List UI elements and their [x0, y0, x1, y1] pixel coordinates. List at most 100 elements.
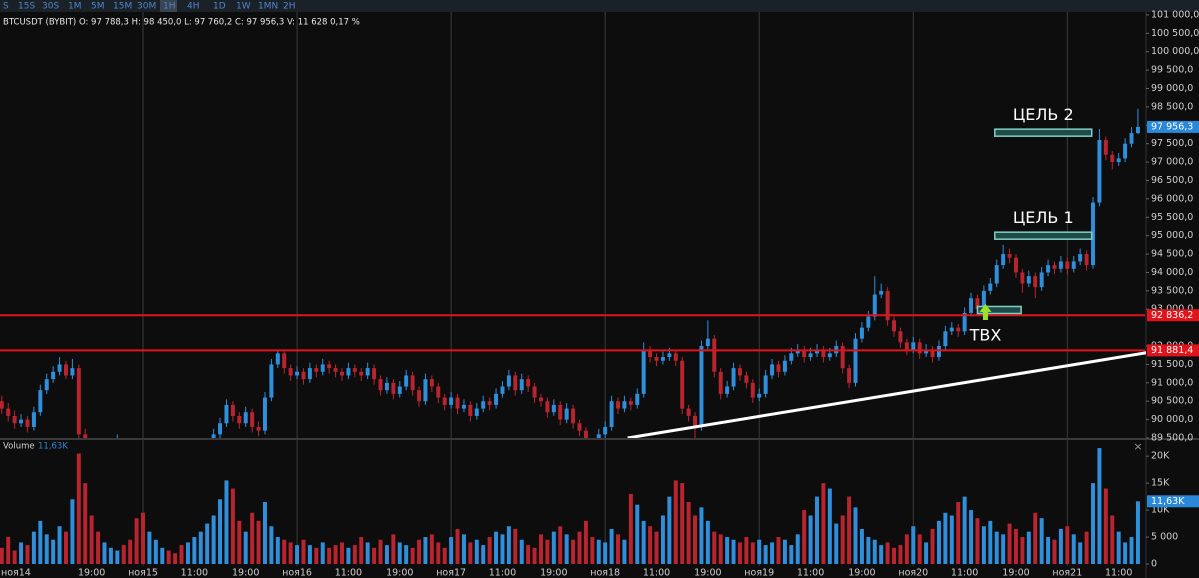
volume-bar	[179, 545, 184, 564]
timeframe-button[interactable]: 2H	[283, 2, 296, 12]
candle-body	[622, 401, 627, 409]
timeframe-button[interactable]: 4H	[187, 2, 200, 12]
volume-bar	[994, 531, 999, 564]
symbol-info: BTCUSDT (BYBIT) O: 97 788,3 H: 98 450,0 …	[3, 18, 360, 28]
timeframe-button[interactable]: 1D	[213, 2, 226, 12]
volume-bar	[750, 542, 755, 564]
volume-bar	[506, 526, 511, 564]
volume-bar	[1091, 483, 1095, 564]
grid	[142, 12, 1068, 566]
timeframe-button[interactable]: 30M	[137, 2, 156, 12]
timeframe-button[interactable]: 15M	[113, 2, 132, 12]
candle-body	[506, 375, 511, 387]
candle-body	[333, 368, 338, 372]
volume-bar	[1071, 534, 1076, 564]
volume-bar	[461, 534, 466, 564]
volume-bar	[969, 510, 974, 564]
candle-body	[76, 368, 81, 435]
toolbar-active	[160, 0, 177, 12]
candle-body	[648, 349, 653, 358]
volume-bar	[827, 488, 832, 564]
candle-body	[872, 294, 877, 317]
y-tick-label: 95 000,0	[1151, 230, 1193, 241]
volume-bar	[70, 499, 75, 564]
candle-body	[250, 412, 255, 427]
volume-bar	[609, 528, 614, 564]
candle-body	[1033, 276, 1038, 288]
x-tick-label: 19:00	[232, 568, 259, 578]
candle-body	[956, 327, 961, 332]
candle-body	[693, 415, 698, 427]
volume-bar	[115, 550, 120, 564]
candle-body	[295, 371, 300, 376]
annotation-label: ТВХ	[969, 325, 1002, 344]
candle-body	[859, 327, 864, 339]
candle-body	[757, 393, 762, 398]
candle-body	[449, 397, 454, 405]
candle-body	[898, 331, 903, 343]
x-tick-label: ноя18	[590, 568, 620, 578]
level-tag	[1147, 344, 1199, 357]
x-tick-label: 11:00	[335, 568, 362, 578]
candle-body	[571, 408, 576, 424]
timeframe-button[interactable]: 1W	[236, 2, 251, 12]
x-tick-label: 11:00	[951, 568, 978, 578]
candle-body	[673, 353, 678, 361]
timeframe-button[interactable]: 30S	[42, 2, 59, 12]
candle-body	[596, 434, 601, 438]
volume-bar	[840, 515, 845, 564]
timeframe-button[interactable]: 15S	[18, 2, 35, 12]
candle-body	[564, 408, 569, 420]
candle-body	[545, 401, 550, 413]
close-pane-button[interactable]: ×	[1133, 440, 1142, 453]
candle-body	[1084, 254, 1089, 266]
candle-body	[500, 386, 505, 394]
x-tick-label: 19:00	[386, 568, 413, 578]
volume-bar	[436, 542, 441, 564]
y-tick-label: 91 000,0	[1151, 377, 1193, 388]
volume-bar	[128, 539, 133, 564]
candle-body	[256, 426, 261, 431]
candle-body	[705, 338, 710, 347]
timeframe-button[interactable]: 1M	[68, 2, 82, 12]
candle-body	[847, 368, 852, 383]
volume-bar	[1135, 501, 1140, 564]
candle-body	[423, 379, 428, 402]
volume-bar	[1013, 528, 1018, 564]
volume-bar	[872, 539, 877, 564]
candle-body	[583, 430, 588, 438]
timeframe-button[interactable]: S	[3, 2, 9, 12]
volume-bar	[1052, 539, 1057, 564]
timeframe-button[interactable]: 5M	[91, 2, 105, 12]
candle-body	[359, 371, 364, 376]
candle-body	[654, 357, 659, 361]
volume-bar	[571, 539, 576, 564]
candle-body	[744, 375, 749, 383]
volume-bar	[12, 550, 17, 564]
candle-body	[262, 397, 267, 431]
candle-body	[725, 386, 730, 394]
candle-body	[327, 364, 332, 369]
candle-body	[924, 349, 929, 354]
volume-bar	[583, 520, 588, 564]
y-tick-label: 20K	[1151, 451, 1170, 462]
x-tick-label: ноя17	[436, 568, 466, 578]
volume-bar	[153, 539, 158, 564]
volume-bar	[731, 539, 736, 564]
candle-body	[365, 368, 370, 376]
volume-bar	[1110, 515, 1115, 564]
volume-bar	[320, 542, 325, 564]
timeframe-button[interactable]: 1H	[163, 2, 176, 12]
volume-title: Volume	[3, 442, 35, 452]
volume-bar	[352, 545, 357, 564]
candle-body	[686, 408, 691, 416]
candle-body	[616, 401, 620, 409]
candle-body	[1116, 158, 1121, 163]
volume-bar	[545, 539, 550, 564]
y-tick-label: 94 500,0	[1151, 249, 1193, 260]
candle-body	[911, 342, 916, 350]
candle-body	[904, 342, 909, 350]
candle-body	[513, 375, 518, 391]
timeframe-button[interactable]: 1MN	[258, 2, 278, 12]
candle-body	[917, 342, 922, 354]
